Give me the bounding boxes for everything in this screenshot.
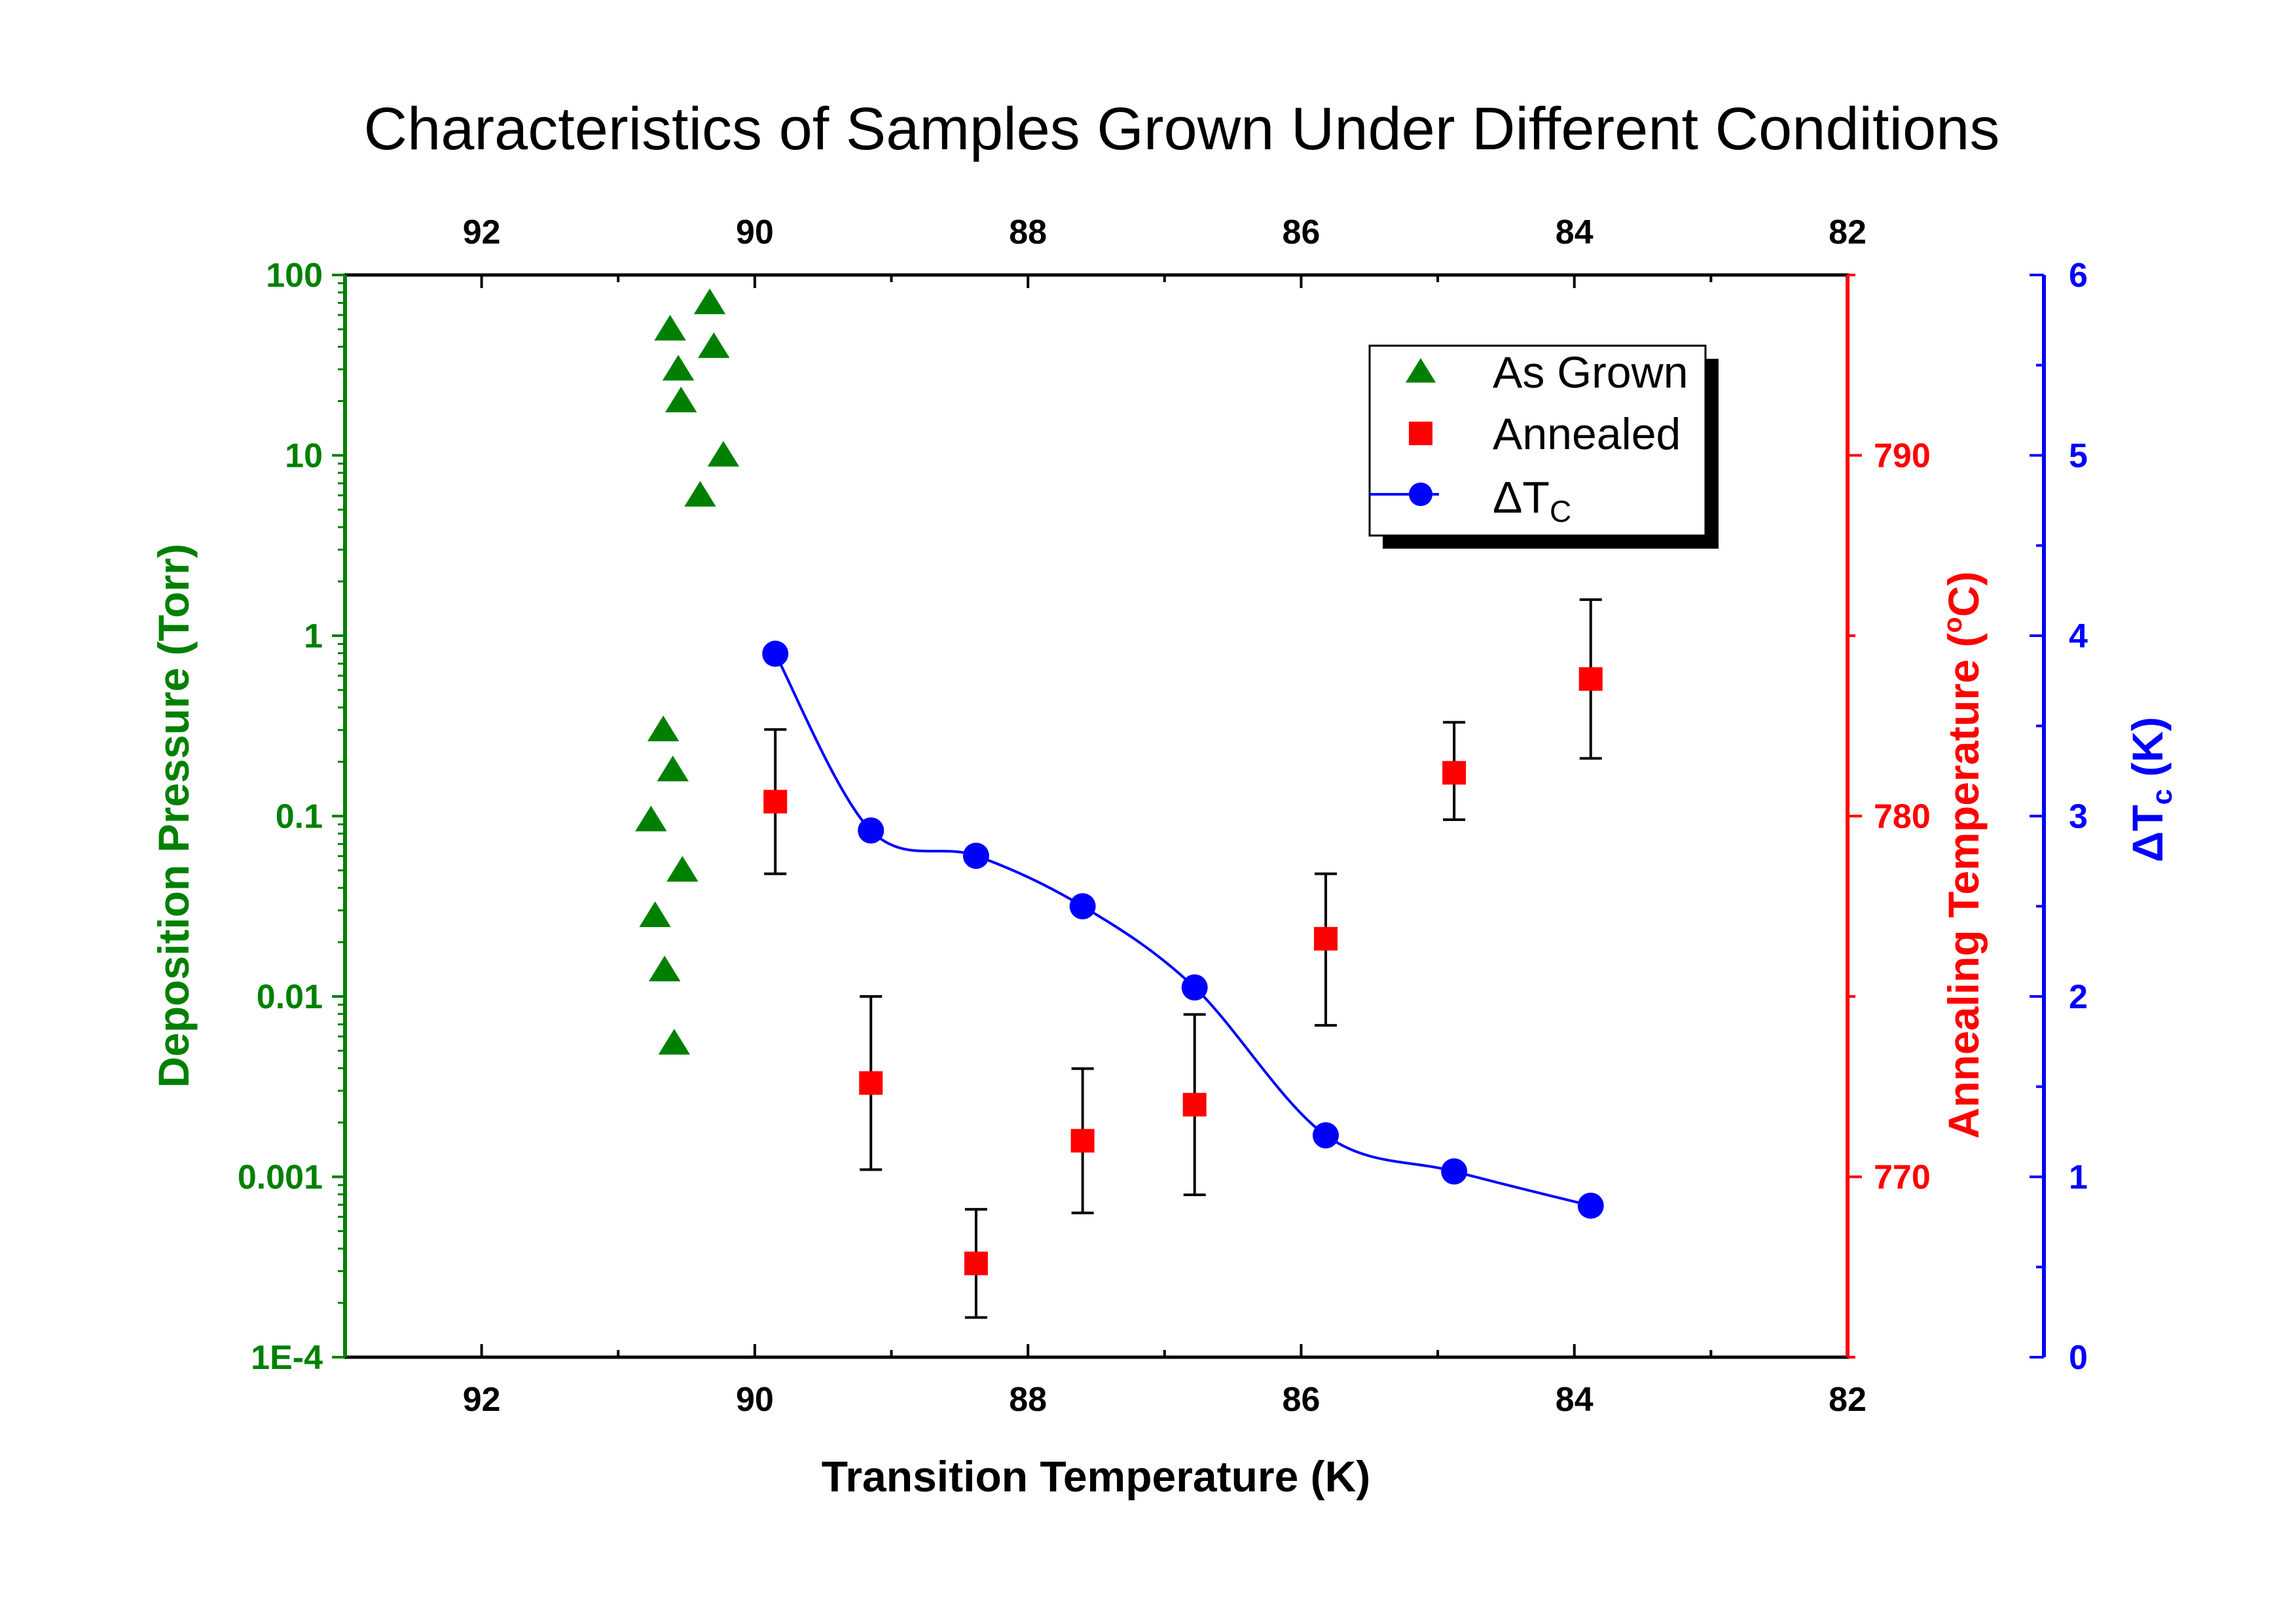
legend-annealed-marker — [1409, 422, 1432, 445]
legend-delta-tc-marker — [1409, 483, 1432, 506]
delta-tc-axis-label: ΔTc (K) — [2123, 717, 2178, 862]
x-tick-label-top: 82 — [1829, 213, 1867, 251]
legend: As Grown Annealed ΔTC — [1368, 344, 1719, 549]
annealing-axis-tick-label: 780 — [1874, 798, 1931, 836]
x-tick-label-bottom: 86 — [1283, 1381, 1321, 1419]
x-tick-label-top: 84 — [1556, 213, 1594, 251]
as-grown-point — [693, 288, 726, 314]
x-axis-label: Transition Temperature (K) — [822, 1452, 1371, 1501]
left-axis-tick-label: 0.01 — [257, 978, 323, 1016]
delta-tc-label-suffix: (K) — [2123, 717, 2172, 789]
as-grown-point — [649, 955, 681, 981]
delta-tc-point — [962, 843, 989, 869]
delta-tc-point — [858, 817, 884, 844]
x-tick-label-bottom: 84 — [1556, 1381, 1594, 1419]
legend-as-grown-label: As Grown — [1493, 348, 1688, 397]
as-grown-point — [707, 441, 740, 467]
annealed-point — [1070, 1129, 1095, 1153]
left-axis-tick-label: 0.001 — [238, 1159, 323, 1197]
delta-tc-axis-tick-label: 2 — [2069, 978, 2088, 1016]
x-tick-label-top: 88 — [1009, 213, 1047, 251]
delta-tc-point — [1181, 974, 1208, 1001]
as-grown-point — [647, 716, 680, 742]
left-axis-tick-label: 1E-4 — [251, 1339, 323, 1377]
annealed-point — [1442, 761, 1467, 785]
left-y-axis: 1E-4 0.001 0.01 0.1 1 10 100 — [238, 257, 347, 1377]
delta-tc-axis-tick-label: 4 — [2069, 617, 2088, 655]
annealed-point — [763, 790, 788, 814]
delta-tc-y-axis: 0 1 2 3 4 5 6 — [2030, 257, 2088, 1377]
delta-tc-point — [1441, 1158, 1468, 1185]
left-axis-tick-label: 1 — [304, 617, 323, 655]
x-tick-label-bottom: 82 — [1829, 1381, 1867, 1419]
legend-as-grown-marker — [1405, 358, 1436, 383]
annealed-point — [964, 1251, 988, 1275]
delta-tc-point — [762, 640, 789, 667]
chart-title: Characteristics of Samples Grown Under D… — [364, 96, 2000, 162]
annealing-label-suffix: C) — [1939, 572, 1988, 617]
axes-layer: 92 92 90 90 88 88 86 86 84 84 82 82 1E-4 0.001 0.01 0.… — [238, 213, 2088, 1419]
annealing-y-axis: 770 780 790 — [1846, 274, 1931, 1359]
x-tick-label-bottom: 90 — [736, 1381, 774, 1419]
annealing-axis-tick-label: 770 — [1874, 1159, 1931, 1197]
delta-tc-axis-tick-label: 5 — [2069, 437, 2088, 475]
as-grown-point — [698, 332, 730, 358]
x-tick-label-bottom: 92 — [463, 1381, 501, 1419]
as-grown-point — [654, 314, 686, 341]
left-axis-tick-label: 10 — [285, 437, 323, 475]
as-grown-point — [639, 901, 671, 927]
as-grown-point — [658, 1029, 691, 1055]
series-layer — [635, 288, 1604, 1319]
legend-delta-tc-main: ΔT — [1493, 473, 1550, 522]
delta-tc-point — [1069, 893, 1096, 920]
as-grown-point — [657, 756, 689, 782]
legend-delta-tc-label: ΔTC — [1493, 473, 1571, 528]
delta-tc-axis-tick-label: 3 — [2069, 798, 2088, 836]
delta-tc-line — [774, 653, 1592, 1207]
delta-tc-axis-tick-label: 0 — [2069, 1339, 2088, 1377]
delta-tc-point — [1313, 1122, 1339, 1149]
left-axis-label: Deposition Pressure (Torr) — [149, 543, 198, 1087]
as-grown-point — [662, 355, 695, 381]
as-grown-point — [635, 805, 667, 831]
annealed-point — [1182, 1093, 1207, 1117]
annealing-axis-label: Annealing Temperature (oC) — [1939, 572, 1988, 1139]
left-axis-tick-label: 0.1 — [276, 798, 323, 836]
legend-annealed-label: Annealed — [1493, 409, 1681, 459]
annealing-label-prefix: Annealing Temperature ( — [1939, 633, 1988, 1139]
legend-delta-tc-sub: C — [1550, 494, 1571, 528]
x-tick-label-top: 90 — [736, 213, 774, 251]
delta-tc-label-main: ΔT — [2123, 805, 2172, 862]
annealed-point — [1314, 926, 1338, 951]
x-tick-label-top: 86 — [1283, 213, 1321, 251]
delta-tc-point — [1577, 1192, 1604, 1219]
annealing-axis-tick-label: 790 — [1874, 437, 1931, 475]
delta-tc-axis-tick-label: 1 — [2069, 1159, 2088, 1197]
delta-tc-axis-tick-label: 6 — [2069, 257, 2088, 295]
left-axis-tick-label: 100 — [266, 257, 323, 295]
annealing-label-degree: o — [1939, 617, 1967, 632]
x-tick-label-bottom: 88 — [1009, 1381, 1047, 1419]
as-grown-point — [666, 856, 699, 882]
x-tick-label-top: 92 — [463, 213, 501, 251]
as-grown-point — [665, 386, 697, 412]
annealed-point — [859, 1071, 883, 1095]
as-grown-point — [684, 481, 716, 507]
delta-tc-label-sub: c — [2146, 789, 2178, 805]
annealed-point — [1578, 667, 1603, 691]
